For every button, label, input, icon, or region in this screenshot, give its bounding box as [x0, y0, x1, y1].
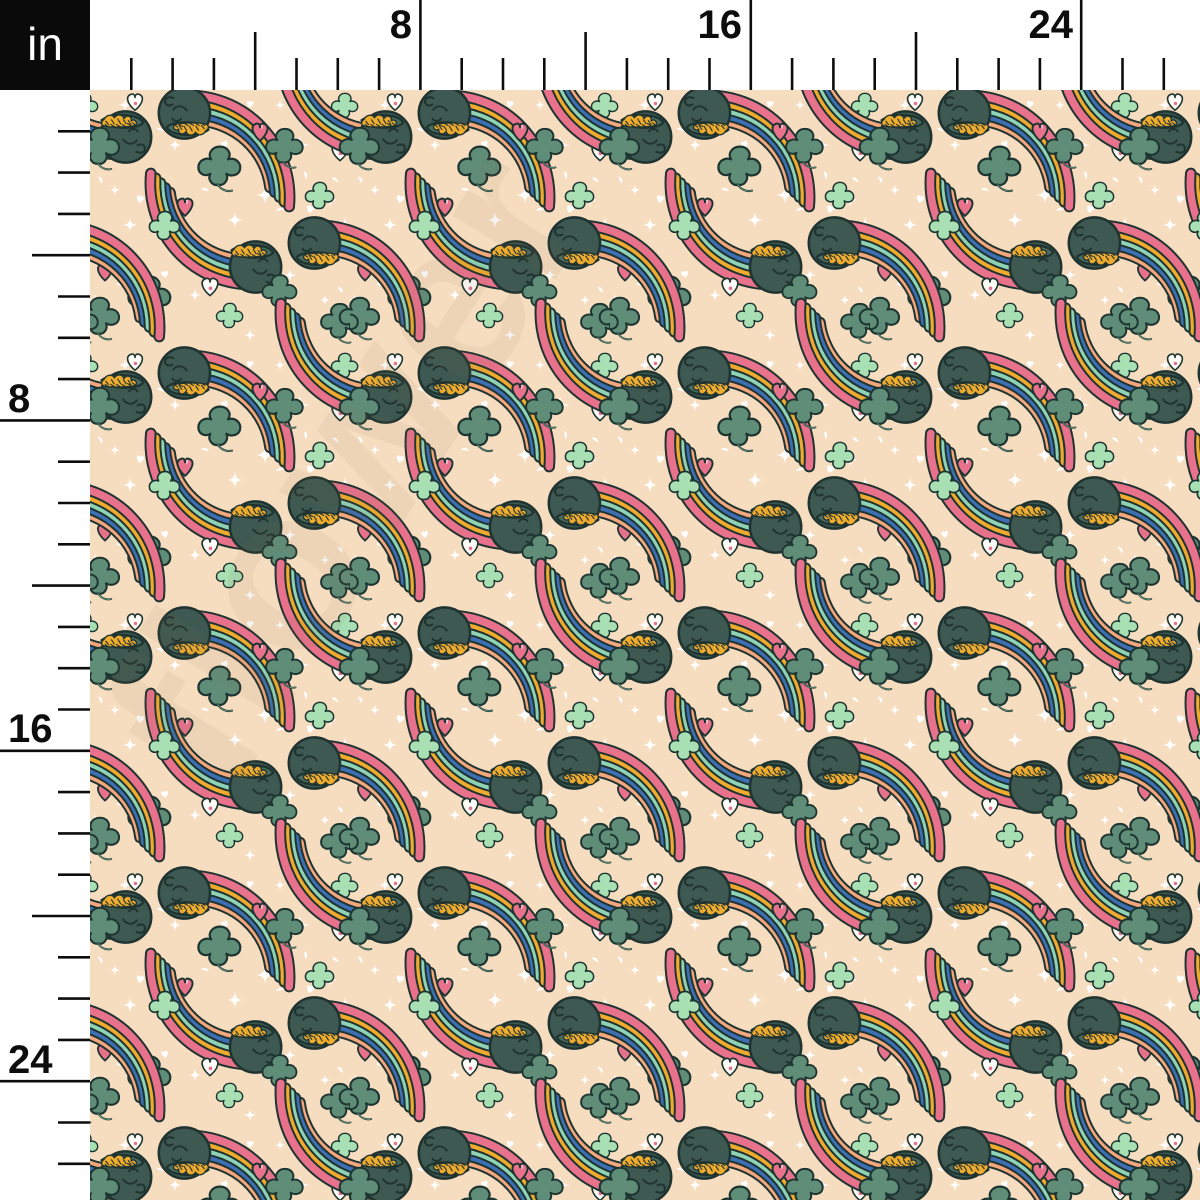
svg-text:16: 16 — [8, 707, 53, 751]
svg-text:16: 16 — [698, 3, 743, 47]
svg-text:8: 8 — [8, 377, 30, 421]
svg-text:in: in — [27, 18, 63, 70]
svg-text:24: 24 — [8, 1038, 53, 1082]
svg-text:8: 8 — [390, 3, 412, 47]
svg-text:24: 24 — [1029, 3, 1074, 47]
